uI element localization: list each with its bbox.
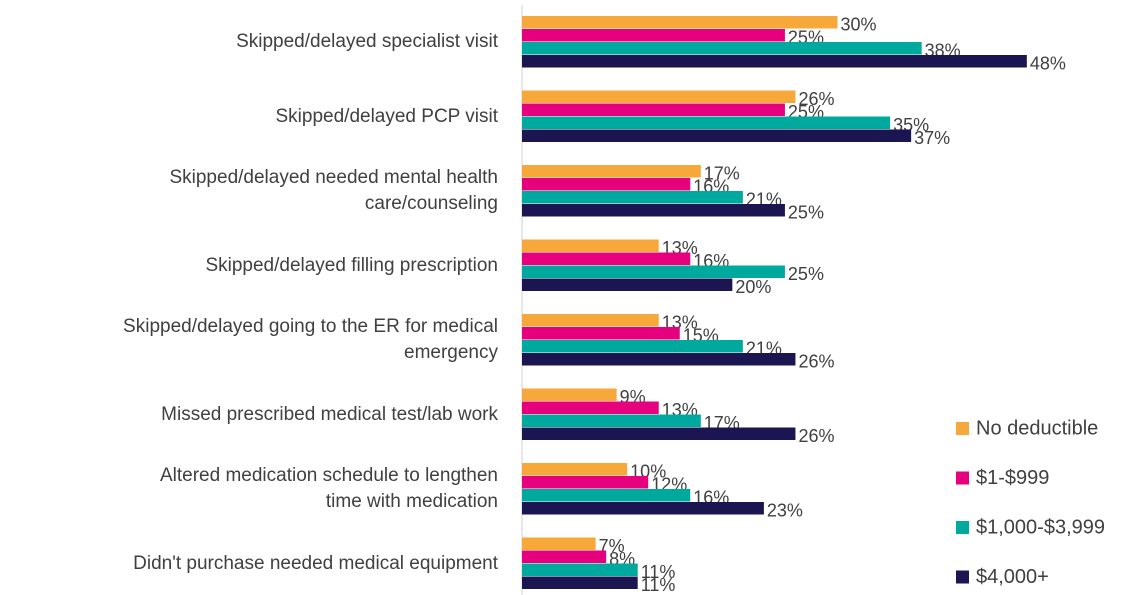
category-label: Skipped/delayed specialist visit xyxy=(236,31,498,52)
bar xyxy=(522,42,922,55)
legend-label: $1-$999 xyxy=(976,467,1049,489)
bar xyxy=(522,239,659,252)
bar xyxy=(522,427,796,440)
category-label: Altered medication schedule to lengthen … xyxy=(159,465,498,512)
value-label: 23% xyxy=(767,500,803,520)
bar xyxy=(522,178,691,191)
legend-label: No deductible xyxy=(976,417,1098,439)
value-label: 25% xyxy=(788,264,824,284)
bar xyxy=(522,537,596,550)
bar xyxy=(522,576,638,589)
bar xyxy=(522,340,743,353)
bar xyxy=(522,563,638,576)
legend-label: $1,000-$3,999 xyxy=(976,516,1105,538)
bar xyxy=(522,314,659,327)
legend-swatch xyxy=(956,570,969,584)
bar xyxy=(522,353,796,366)
bar xyxy=(522,463,628,476)
value-label: 26% xyxy=(798,351,834,371)
bar xyxy=(522,278,733,291)
value-label: 11% xyxy=(641,562,676,582)
value-label: 17% xyxy=(704,163,740,183)
bar xyxy=(522,401,659,414)
category-label: Skipped/delayed needed mental health car… xyxy=(169,167,498,214)
category-label: Skipped/delayed PCP visit xyxy=(275,105,499,127)
legend-label: $4,000+ xyxy=(976,566,1049,588)
bar xyxy=(522,29,785,42)
category-label: Missed prescribed medical test/lab work xyxy=(161,403,498,425)
legend-swatch xyxy=(956,422,969,435)
category-label: Didn't purchase needed medical equipment xyxy=(133,552,498,574)
legend-swatch xyxy=(956,471,969,485)
value-label: 37% xyxy=(914,128,950,148)
bar xyxy=(522,129,912,142)
category-label: Skipped/delayed filling prescription xyxy=(205,254,498,276)
bar xyxy=(522,327,680,340)
bar xyxy=(522,165,701,178)
value-label: 26% xyxy=(798,426,834,446)
bar xyxy=(522,388,617,401)
bar xyxy=(522,103,785,116)
value-label: 11% xyxy=(641,575,676,595)
bar xyxy=(522,55,1027,68)
value-label: 30% xyxy=(841,14,877,34)
bar xyxy=(522,550,607,563)
legend-swatch xyxy=(956,521,969,534)
bar xyxy=(522,489,691,502)
bar xyxy=(522,502,764,515)
value-label: 48% xyxy=(1030,53,1066,73)
bar xyxy=(522,204,785,217)
value-label: 25% xyxy=(788,202,824,222)
bar xyxy=(522,476,649,489)
bar xyxy=(522,116,891,129)
value-label: 20% xyxy=(735,277,771,297)
bar xyxy=(522,265,785,278)
bar xyxy=(522,414,701,427)
category-label: Skipped/delayed going to the ER for medi… xyxy=(123,316,498,363)
value-label: 26% xyxy=(798,89,834,109)
bar xyxy=(522,252,691,265)
bar xyxy=(522,90,796,103)
bar xyxy=(522,191,743,204)
bar xyxy=(522,16,838,29)
